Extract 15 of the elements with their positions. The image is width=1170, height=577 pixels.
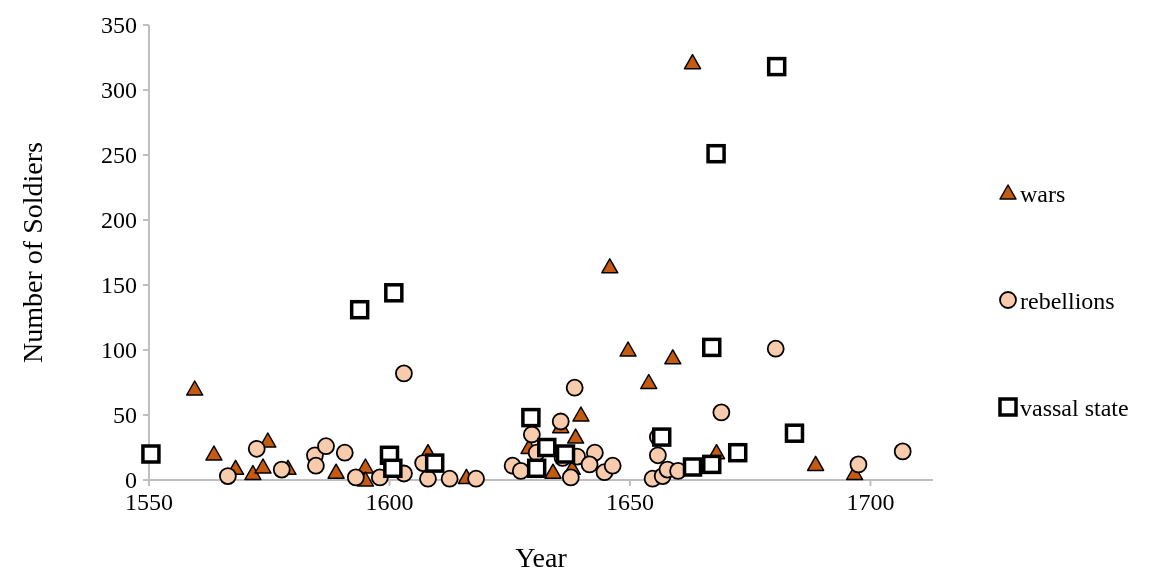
y-tick-label: 100 xyxy=(101,337,137,363)
legend-label: vassal state xyxy=(1020,395,1129,421)
legend-label: wars xyxy=(1020,181,1066,207)
y-tick-label: 200 xyxy=(101,207,137,233)
x-tick-label: 1650 xyxy=(605,489,654,515)
legend-label: rebellions xyxy=(1020,288,1115,314)
y-tick-label: 350 xyxy=(101,12,137,38)
y-tick-label: 300 xyxy=(101,77,137,103)
x-tick-label: 1600 xyxy=(365,489,414,515)
y-tick-label: 250 xyxy=(101,142,137,168)
x-tick-label: 1700 xyxy=(846,489,895,515)
x-axis-title: Year xyxy=(515,542,568,573)
y-axis-title: Number of Soldiers xyxy=(17,142,48,363)
y-tick-label: 50 xyxy=(113,402,137,428)
y-tick-label: 150 xyxy=(101,272,137,298)
